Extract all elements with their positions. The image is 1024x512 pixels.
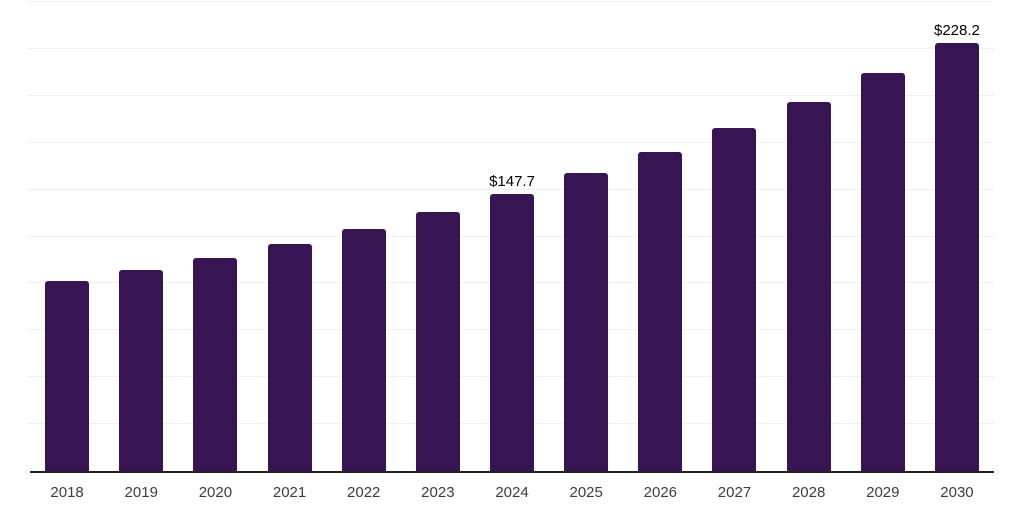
- bar-slot-2025: [549, 2, 623, 471]
- gridline-225: [28, 47, 994, 49]
- x-tick-label-2030: 2030: [940, 484, 974, 501]
- bar-2019: [119, 269, 164, 471]
- bar-2023: [415, 211, 460, 471]
- plot-area: $147.7 $228.2: [28, 1, 994, 473]
- x-tick-label-2020: 2020: [198, 484, 233, 501]
- bar-slot-2029: [846, 2, 920, 471]
- bar-slot-2024: $147.7: [475, 2, 549, 471]
- bar-value-label-2024: $147.7: [489, 172, 535, 190]
- bar-slot-2020: [178, 2, 252, 471]
- gridline-150: [28, 188, 994, 190]
- x-tick-label-2024: 2024: [495, 484, 529, 501]
- gridline-200: [28, 94, 994, 96]
- bar-slot-2030: $228.2: [920, 2, 994, 471]
- bar-2025: [564, 173, 609, 471]
- x-tick-label-2022: 2022: [347, 484, 381, 501]
- x-tick-label-2023: 2023: [421, 484, 455, 501]
- bar-value-label-2030: $228.2: [934, 21, 980, 39]
- x-tick-label-2019: 2019: [124, 484, 158, 501]
- bar-2027: [712, 128, 757, 471]
- bar-2030: [934, 42, 979, 471]
- gridline-250: [28, 1, 994, 2]
- bar-slot-2022: [327, 2, 401, 471]
- bars-layer: $147.7 $228.2: [30, 2, 994, 471]
- x-tick-label-2028: 2028: [791, 484, 826, 501]
- bar-2020: [193, 257, 238, 471]
- x-axis-labels: 2018 2019 2020 2021 2022 2023 2024 2025 2026 2027…: [30, 473, 994, 501]
- x-tick-label-2021: 2021: [272, 484, 307, 501]
- bar-2022: [341, 229, 386, 471]
- bar-2028: [786, 101, 831, 471]
- x-tick-label-2025: 2025: [569, 484, 603, 501]
- bar-2021: [267, 244, 312, 471]
- bar-2018: [45, 280, 90, 471]
- bar-slot-2019: [104, 2, 178, 471]
- bar-slot-2027: [697, 2, 771, 471]
- x-tick-label-2026: 2026: [643, 484, 678, 501]
- bar-2026: [638, 151, 683, 471]
- x-tick-label-2029: 2029: [866, 484, 900, 501]
- bar-slot-2018: [30, 2, 104, 471]
- bar-2029: [860, 73, 905, 471]
- bar-slot-2028: [772, 2, 846, 471]
- x-tick-label-2027: 2027: [717, 484, 752, 501]
- gridline-175: [28, 141, 994, 143]
- bar-2024: [490, 193, 535, 471]
- bar-slot-2026: [623, 2, 697, 471]
- x-axis-line: [30, 471, 994, 473]
- bar-slot-2023: [401, 2, 475, 471]
- x-tick-label-2018: 2018: [50, 484, 84, 501]
- bar-slot-2021: [252, 2, 326, 471]
